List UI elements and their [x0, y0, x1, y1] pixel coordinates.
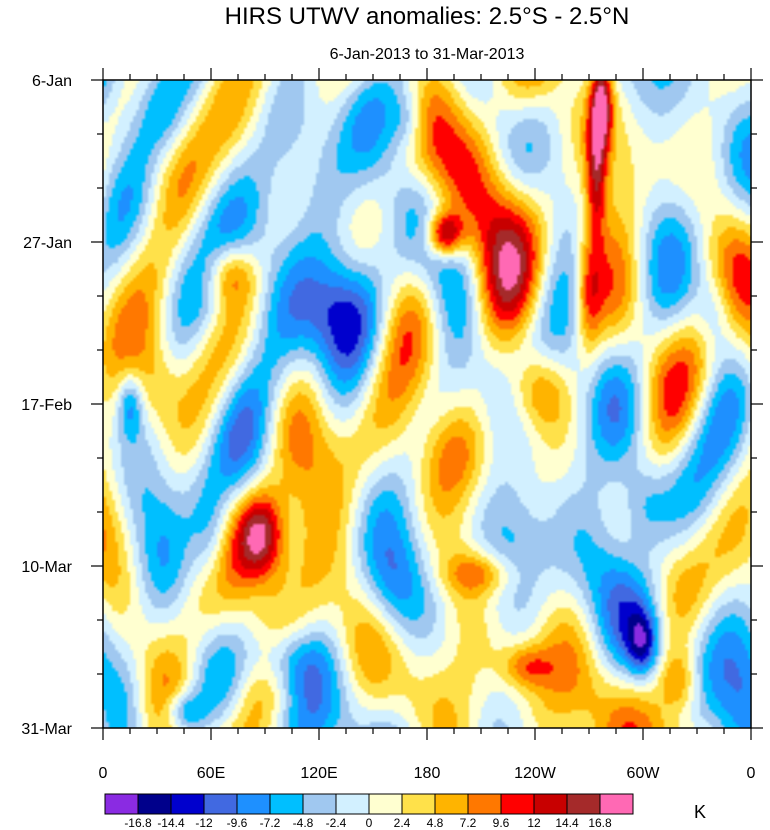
colorbar-swatch	[467, 793, 502, 815]
colorbar-label: -12	[195, 816, 213, 830]
colorbar-swatch	[104, 793, 139, 815]
colorbar-label: -7.2	[260, 816, 281, 830]
colorbar-swatch	[401, 793, 436, 815]
colorbar-swatch	[599, 793, 634, 815]
colorbar-label: -9.6	[227, 816, 248, 830]
colorbar-swatch	[335, 793, 370, 815]
colorbar-label: 7.2	[460, 816, 477, 830]
chart-subtitle: 6-Jan-2013 to 31-Mar-2013	[330, 46, 525, 63]
x-tick-label: 180	[414, 765, 441, 782]
colorbar-label: 16.8	[588, 816, 612, 830]
colorbar-label: 0	[366, 816, 373, 830]
colorbar-label: -4.8	[293, 816, 314, 830]
colorbar-swatch	[236, 793, 271, 815]
x-axis: 0 60E 120E 180 120W 60W 0	[99, 68, 756, 782]
chart-title: HIRS UTWV anomalies: 2.5°S - 2.5°N	[225, 3, 630, 30]
x-tick-label: 60E	[197, 765, 225, 782]
colorbar-swatch	[170, 793, 205, 815]
anomaly-heatmap	[103, 80, 751, 728]
colorbar-label: 14.4	[555, 816, 579, 830]
x-tick-label: 60W	[627, 765, 661, 782]
colorbar: -16.8 -14.4 -12 -9.6 -7.2 -4.8 -2.4 0 2.4 4.8 7.2 9…	[104, 793, 634, 830]
y-tick-label: 10-Mar	[21, 559, 72, 576]
colorbar-label: 2.4	[394, 816, 411, 830]
y-tick-label: 27-Jan	[23, 235, 72, 252]
x-tick-label: 120E	[300, 765, 337, 782]
x-tick-label: 0	[747, 765, 756, 782]
y-tick-label: 17-Feb	[21, 397, 72, 414]
y-axis: 6-Jan 27-Jan 17-Feb 10-Mar 31-Mar	[21, 73, 763, 738]
colorbar-swatch	[500, 793, 535, 815]
colorbar-label: 4.8	[427, 816, 444, 830]
colorbar-swatch	[269, 793, 304, 815]
colorbar-label: -16.8	[124, 816, 152, 830]
colorbar-swatch	[533, 793, 568, 815]
x-tick-label: 120W	[514, 765, 557, 782]
y-tick-label: 6-Jan	[32, 73, 72, 90]
colorbar-swatch	[302, 793, 337, 815]
units-label: K	[694, 802, 706, 822]
plot-area	[102, 79, 752, 729]
colorbar-label: 12	[527, 816, 541, 830]
y-tick-label: 31-Mar	[21, 721, 72, 738]
colorbar-swatch	[203, 793, 238, 815]
colorbar-label: 9.6	[493, 816, 510, 830]
colorbar-swatch	[566, 793, 601, 815]
colorbar-swatch	[368, 793, 403, 815]
colorbar-label: -2.4	[326, 816, 347, 830]
colorbar-label: -14.4	[157, 816, 185, 830]
colorbar-swatch	[137, 793, 172, 815]
colorbar-swatch	[434, 793, 469, 815]
x-tick-label: 0	[99, 765, 108, 782]
